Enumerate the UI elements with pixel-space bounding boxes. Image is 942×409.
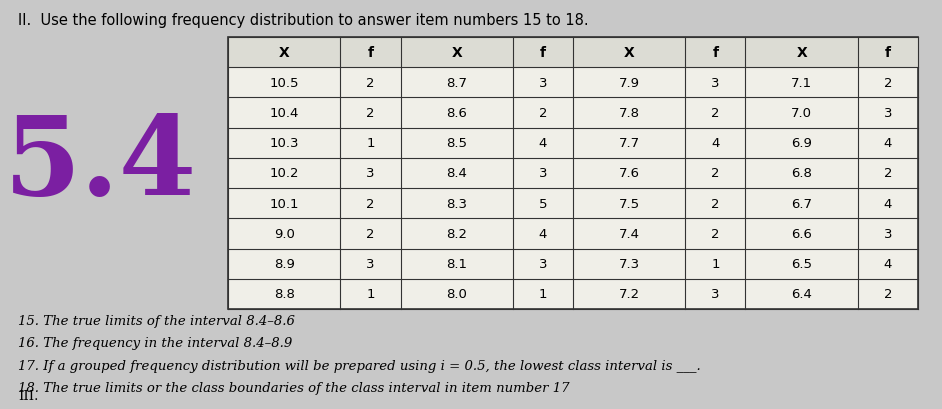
Text: 17. If a grouped frequency distribution will be prepared using i = 0.5, the lowe: 17. If a grouped frequency distribution …: [18, 359, 701, 372]
Text: 7.4: 7.4: [619, 227, 640, 240]
Text: f: f: [540, 46, 546, 60]
Text: 8.3: 8.3: [447, 197, 467, 210]
Text: 2: 2: [539, 107, 547, 120]
Text: 2: 2: [366, 107, 375, 120]
Text: 16. The frequency in the interval 8.4–8.9: 16. The frequency in the interval 8.4–8.…: [18, 337, 292, 350]
Text: 4: 4: [539, 227, 547, 240]
Text: 4: 4: [711, 137, 720, 150]
Text: II.  Use the following frequency distribution to answer item numbers 15 to 18.: II. Use the following frequency distribu…: [18, 13, 589, 28]
Text: 8.5: 8.5: [447, 137, 467, 150]
Text: 1: 1: [711, 258, 720, 270]
Text: 8.4: 8.4: [447, 167, 467, 180]
Text: 3: 3: [366, 167, 375, 180]
Text: 8.0: 8.0: [447, 288, 467, 301]
Text: 7.7: 7.7: [619, 137, 640, 150]
Text: 4: 4: [884, 197, 892, 210]
Text: 4: 4: [539, 137, 547, 150]
Text: 6.7: 6.7: [791, 197, 812, 210]
Text: 6.4: 6.4: [791, 288, 812, 301]
Text: 2: 2: [884, 288, 892, 301]
Text: f: f: [367, 46, 373, 60]
Text: f: f: [712, 46, 719, 60]
Text: X: X: [451, 46, 462, 60]
Text: 7.3: 7.3: [619, 258, 640, 270]
Text: 8.9: 8.9: [274, 258, 295, 270]
Text: 10.2: 10.2: [269, 167, 299, 180]
Text: 7.0: 7.0: [791, 107, 812, 120]
Text: 7.2: 7.2: [619, 288, 640, 301]
Text: 6.8: 6.8: [791, 167, 812, 180]
Text: 7.9: 7.9: [619, 76, 640, 90]
Text: 2: 2: [711, 107, 720, 120]
Text: 5: 5: [539, 197, 547, 210]
Text: 3: 3: [711, 76, 720, 90]
Text: 4: 4: [884, 137, 892, 150]
Text: 2: 2: [884, 167, 892, 180]
Text: 2: 2: [711, 197, 720, 210]
Text: 8.6: 8.6: [447, 107, 467, 120]
Text: 1: 1: [539, 288, 547, 301]
Text: 10.1: 10.1: [269, 197, 299, 210]
Text: 7.5: 7.5: [619, 197, 640, 210]
Text: 2: 2: [711, 227, 720, 240]
Text: X: X: [279, 46, 289, 60]
Text: 7.1: 7.1: [791, 76, 812, 90]
Text: 3: 3: [366, 258, 375, 270]
Text: X: X: [796, 46, 807, 60]
Text: 10.4: 10.4: [269, 107, 299, 120]
Text: 5.4: 5.4: [4, 111, 197, 218]
Bar: [228, 38, 918, 68]
Text: 10.3: 10.3: [269, 137, 299, 150]
Text: 3: 3: [539, 167, 547, 180]
Text: 6.5: 6.5: [791, 258, 812, 270]
Text: 4: 4: [884, 258, 892, 270]
Text: III.: III.: [18, 389, 39, 402]
Text: 10.5: 10.5: [269, 76, 299, 90]
Text: 6.9: 6.9: [791, 137, 812, 150]
Text: 3: 3: [539, 258, 547, 270]
Text: 18. The true limits or the class boundaries of the class interval in item number: 18. The true limits or the class boundar…: [18, 382, 570, 395]
Text: 2: 2: [711, 167, 720, 180]
Text: 3: 3: [884, 107, 892, 120]
Text: 8.2: 8.2: [447, 227, 467, 240]
Text: 7.6: 7.6: [619, 167, 640, 180]
Text: 3: 3: [539, 76, 547, 90]
Text: 3: 3: [884, 227, 892, 240]
Text: 1: 1: [366, 137, 375, 150]
Text: 8.7: 8.7: [447, 76, 467, 90]
Text: 6.6: 6.6: [791, 227, 812, 240]
Text: 3: 3: [711, 288, 720, 301]
Text: 1: 1: [366, 288, 375, 301]
Text: X: X: [624, 46, 635, 60]
Text: 2: 2: [366, 227, 375, 240]
Text: 15. The true limits of the interval 8.4–8.6: 15. The true limits of the interval 8.4–…: [18, 314, 295, 327]
Text: 9.0: 9.0: [274, 227, 295, 240]
Text: 2: 2: [366, 197, 375, 210]
Text: 8.1: 8.1: [447, 258, 467, 270]
Text: 7.8: 7.8: [619, 107, 640, 120]
Bar: [228, 38, 918, 309]
Text: 2: 2: [884, 76, 892, 90]
Text: f: f: [885, 46, 891, 60]
Text: 2: 2: [366, 76, 375, 90]
Text: 8.8: 8.8: [274, 288, 295, 301]
